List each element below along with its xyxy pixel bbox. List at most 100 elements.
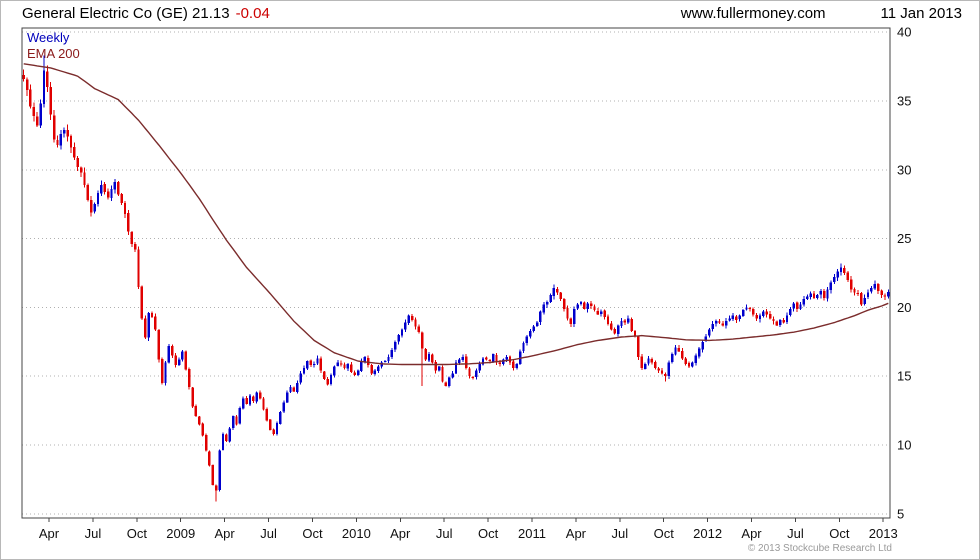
candle-body [66,130,69,137]
candle-body [373,370,377,374]
x-axis-label: Apr [566,526,587,541]
candle-body [410,316,414,320]
date-label: 11 Jan 2013 [880,5,962,22]
instrument-name-price: General Electric Co (GE) 21.13 [22,5,230,22]
candle-body [204,434,208,451]
candle-body [390,350,394,357]
candle-body [799,304,802,310]
y-axis-label: 25 [897,231,911,246]
header-right: www.fullermoney.com 11 Jan 2013 [681,5,962,22]
candle-body [860,293,863,305]
candle-body [562,299,566,309]
candle-body [721,323,725,326]
y-axis-label: 20 [897,300,911,315]
candle-body [29,89,32,107]
candle-body [329,374,333,385]
candle-body [306,361,309,369]
candle-body [79,167,83,173]
candle-body [174,355,177,366]
x-axis-label: Oct [302,526,323,541]
candle-body [76,157,79,168]
candle-body [724,321,728,326]
candle-body [458,359,461,363]
candle-body [772,318,775,322]
candle-body [677,347,681,352]
candle-body [853,289,856,293]
y-axis-label: 35 [897,93,911,108]
x-axis-label: 2011 [518,526,546,541]
candle-body [69,136,73,148]
candle-body [829,282,833,290]
candle-body [708,329,711,336]
candle-body [363,356,367,362]
candle-body [687,363,691,367]
candle-body [130,232,133,245]
candle-body [559,292,562,300]
candle-body [414,319,417,327]
candle-body [833,277,836,283]
x-axis-label: 2009 [166,526,195,541]
candle-body [106,191,110,198]
x-axis-label: Oct [127,526,148,541]
candle-body [816,295,819,298]
candle-body [25,79,29,90]
candle-body [545,301,549,305]
candle-body [623,320,627,323]
candle-body [49,87,52,115]
y-axis-label: 10 [897,438,911,453]
candle-body [711,323,714,330]
candle-body [735,316,738,320]
candle-body [542,304,546,313]
candle-body [667,362,670,377]
candle-body [812,293,816,298]
candle-body [525,336,529,344]
candle-body [461,356,464,360]
candle-body [529,330,532,337]
x-axis-label: 2010 [342,526,371,541]
candle-body [515,363,518,369]
candle-body [674,347,677,355]
candle-body [228,428,231,442]
candle-body [883,295,887,297]
candle-body [714,321,718,324]
candle-body [238,407,242,424]
candle-body [400,329,404,336]
candle-body [289,387,292,393]
candle-body [647,358,650,364]
candle-body [768,313,772,319]
candle-body [370,364,373,374]
candle-body [633,330,637,337]
candle-body [404,322,407,330]
candle-body [42,70,46,104]
candle-body [333,366,336,376]
candle-body [593,306,596,311]
candle-body [549,295,552,303]
candle-body [583,302,586,309]
copyright-label: © 2013 Stockcube Research Ltd [747,543,892,554]
candle-body [802,299,806,305]
candle-body [485,357,488,360]
candle-body [603,310,606,318]
x-axis: Apr Jul Oct 2009 Apr Jul Oct 2010 Apr Jul Oct 2011 A… [39,518,898,541]
candle-body [258,392,262,399]
candle-body [522,343,525,352]
candle-body [697,348,701,357]
candle-body [539,311,542,323]
candle-body [133,244,137,250]
candle-body [822,290,826,298]
candle-body [630,319,633,331]
candle-body [144,318,147,338]
candle-body [866,292,870,298]
candle-body [167,345,171,363]
candle-body [336,362,339,366]
candle-body [464,356,468,368]
candle-body [532,326,535,332]
candle-body [495,354,498,363]
candle-body [299,373,302,383]
candle-body [343,364,346,368]
candle-body [86,185,90,201]
candle-body [782,319,785,323]
candle-body [765,311,768,315]
candle-body [100,184,103,194]
candle-body [512,361,515,368]
